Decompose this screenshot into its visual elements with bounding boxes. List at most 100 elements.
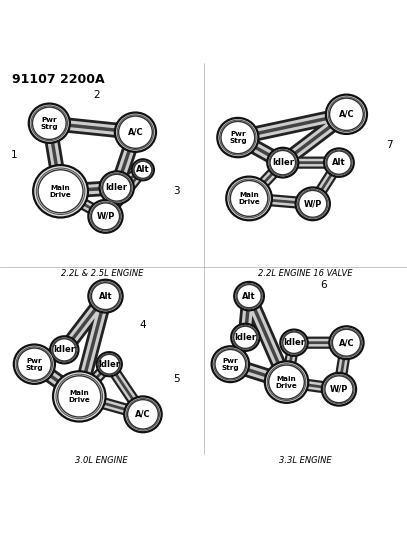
Text: 91107 2200A: 91107 2200A — [12, 73, 105, 86]
Ellipse shape — [100, 171, 134, 204]
Text: Alt: Alt — [332, 158, 346, 167]
Ellipse shape — [283, 332, 305, 353]
Ellipse shape — [18, 348, 51, 381]
Ellipse shape — [99, 354, 120, 374]
Text: Idler: Idler — [106, 183, 128, 192]
Text: Main
Drive: Main Drive — [68, 390, 90, 403]
Text: 7: 7 — [386, 140, 393, 150]
Text: 6: 6 — [321, 280, 327, 290]
Ellipse shape — [295, 188, 330, 220]
Ellipse shape — [234, 282, 264, 310]
Text: Idler: Idler — [53, 345, 75, 354]
Text: Pwr
Strg: Pwr Strg — [41, 117, 58, 130]
Ellipse shape — [282, 331, 306, 354]
Ellipse shape — [134, 161, 152, 179]
Ellipse shape — [118, 116, 152, 148]
Ellipse shape — [16, 347, 53, 382]
Text: Main
Drive: Main Drive — [238, 192, 260, 205]
Text: 3: 3 — [173, 187, 180, 196]
Ellipse shape — [220, 120, 256, 155]
Text: Main
Drive: Main Drive — [276, 376, 298, 389]
Ellipse shape — [103, 174, 131, 201]
Ellipse shape — [127, 400, 158, 429]
Ellipse shape — [38, 170, 83, 213]
Ellipse shape — [333, 329, 361, 356]
Text: Idler: Idler — [234, 333, 256, 342]
Ellipse shape — [233, 325, 258, 349]
Ellipse shape — [270, 150, 295, 175]
Ellipse shape — [226, 176, 272, 220]
Text: W/P: W/P — [330, 385, 348, 394]
Ellipse shape — [33, 107, 66, 139]
Ellipse shape — [29, 103, 70, 143]
Text: A/C: A/C — [339, 338, 354, 347]
Ellipse shape — [322, 373, 356, 406]
Text: Alt: Alt — [136, 165, 150, 174]
Ellipse shape — [326, 150, 352, 175]
Ellipse shape — [230, 181, 268, 216]
Ellipse shape — [88, 200, 123, 233]
Ellipse shape — [117, 115, 154, 150]
Text: 5: 5 — [173, 374, 180, 384]
Ellipse shape — [237, 285, 261, 308]
Text: Alt: Alt — [242, 292, 256, 301]
Ellipse shape — [92, 203, 120, 230]
Text: W/P: W/P — [96, 212, 115, 221]
Text: Pwr
Strg: Pwr Strg — [26, 358, 43, 370]
Ellipse shape — [50, 336, 79, 364]
Text: 3.3L ENGINE: 3.3L ENGINE — [279, 456, 332, 465]
Ellipse shape — [90, 281, 120, 311]
Ellipse shape — [267, 148, 298, 177]
Ellipse shape — [88, 280, 123, 312]
Ellipse shape — [58, 376, 101, 417]
Text: W/P: W/P — [304, 199, 322, 208]
Ellipse shape — [329, 326, 363, 359]
Text: 2: 2 — [93, 90, 99, 100]
Ellipse shape — [299, 190, 327, 217]
Text: 2.2L & 2.5L ENGINE: 2.2L & 2.5L ENGINE — [61, 269, 143, 278]
Ellipse shape — [56, 374, 103, 418]
Text: Pwr
Strg: Pwr Strg — [221, 358, 239, 370]
Ellipse shape — [328, 97, 365, 132]
Ellipse shape — [234, 326, 257, 349]
Ellipse shape — [330, 98, 363, 131]
Ellipse shape — [126, 399, 160, 430]
Ellipse shape — [14, 344, 55, 384]
Ellipse shape — [53, 372, 105, 422]
Text: 1: 1 — [11, 150, 17, 160]
Text: Idler: Idler — [272, 158, 294, 167]
Ellipse shape — [124, 397, 162, 432]
Ellipse shape — [325, 376, 353, 403]
Ellipse shape — [115, 112, 156, 152]
Ellipse shape — [53, 339, 76, 361]
Ellipse shape — [90, 202, 120, 231]
Ellipse shape — [324, 375, 354, 404]
Ellipse shape — [324, 148, 354, 177]
Text: Idler: Idler — [283, 338, 305, 347]
Ellipse shape — [331, 328, 361, 357]
Text: 4: 4 — [140, 320, 146, 330]
Ellipse shape — [217, 118, 258, 157]
Ellipse shape — [269, 149, 297, 176]
Ellipse shape — [31, 106, 68, 141]
Ellipse shape — [231, 324, 260, 351]
Text: Pwr
Strg: Pwr Strg — [229, 131, 247, 144]
Text: Main
Drive: Main Drive — [50, 185, 72, 198]
Ellipse shape — [326, 95, 367, 134]
Ellipse shape — [33, 165, 88, 217]
Text: Alt: Alt — [98, 292, 112, 301]
Text: A/C: A/C — [339, 110, 354, 119]
Ellipse shape — [229, 179, 269, 218]
Ellipse shape — [280, 329, 308, 356]
Ellipse shape — [269, 365, 304, 399]
Ellipse shape — [52, 338, 77, 362]
Ellipse shape — [265, 361, 308, 403]
Text: A/C: A/C — [135, 410, 151, 419]
Ellipse shape — [97, 352, 122, 376]
Ellipse shape — [214, 349, 247, 380]
Ellipse shape — [298, 189, 328, 219]
Text: Idler: Idler — [98, 360, 120, 369]
Ellipse shape — [267, 364, 306, 400]
Text: A/C: A/C — [128, 128, 143, 136]
Text: 2.2L ENGINE 16 VALVE: 2.2L ENGINE 16 VALVE — [258, 269, 352, 278]
